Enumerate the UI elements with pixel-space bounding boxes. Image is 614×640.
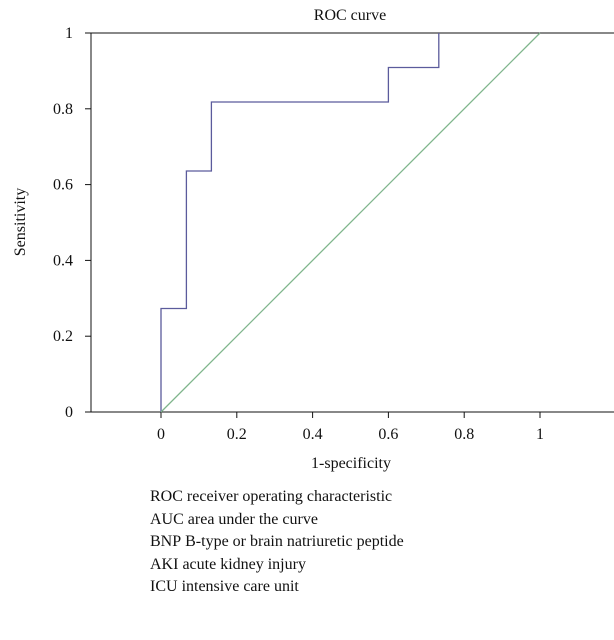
footnote-abbr: ICU bbox=[150, 578, 178, 595]
footnote-item: ICU intensive care unit bbox=[150, 576, 404, 599]
x-tick-label: 0.6 bbox=[378, 426, 398, 443]
y-tick-label: 0 bbox=[65, 404, 73, 421]
y-tick-label: 1 bbox=[65, 25, 73, 42]
footnote-item: ROC receiver operating characteristic bbox=[150, 486, 404, 509]
roc-chart: ROC curve 0 0.2 0.4 0.6 0.8 1 0 0.2 0.4 0.6 0.8 1 1… bbox=[12, 7, 614, 472]
footnote-abbr: ROC bbox=[150, 488, 183, 505]
footnote-item: AUC area under the curve bbox=[150, 509, 404, 532]
footnote-item: AKI acute kidney injury bbox=[150, 554, 404, 577]
y-tick-label: 0.8 bbox=[53, 101, 73, 118]
y-axis-label: Sensitivity bbox=[12, 188, 29, 256]
footnote-item: BNP B-type or brain natriuretic peptide bbox=[150, 531, 404, 554]
y-tick-label: 0.2 bbox=[53, 328, 73, 345]
x-tick-label: 0 bbox=[157, 426, 165, 443]
footnote-text: acute kidney injury bbox=[182, 555, 306, 573]
footnote-abbr: BNP bbox=[150, 533, 182, 550]
roc-curve-line bbox=[160, 33, 440, 412]
x-tick-label: 0.2 bbox=[227, 426, 247, 443]
reference-diagonal-line bbox=[160, 32, 541, 413]
chart-title: ROC curve bbox=[314, 7, 386, 24]
x-tick-label: 1 bbox=[536, 426, 544, 443]
footnote-abbr: AUC bbox=[150, 510, 184, 528]
x-tick-label: 0.4 bbox=[303, 426, 323, 443]
footnote-text: B-type or brain natriuretic peptide bbox=[185, 533, 404, 550]
x-axis-label: 1-specificity bbox=[311, 455, 391, 472]
footnote-text: receiver operating characteristic bbox=[186, 488, 393, 505]
y-tick-label: 0.4 bbox=[53, 252, 73, 269]
footnote-text: area under the curve bbox=[187, 510, 318, 528]
y-tick-label: 0.6 bbox=[53, 177, 73, 194]
footnote-abbr: AKI bbox=[150, 555, 179, 573]
footnotes: ROC receiver operating characteristic AUC… bbox=[150, 486, 404, 599]
x-tick-label: 0.8 bbox=[454, 426, 474, 443]
footnote-text: intensive care unit bbox=[181, 578, 299, 595]
